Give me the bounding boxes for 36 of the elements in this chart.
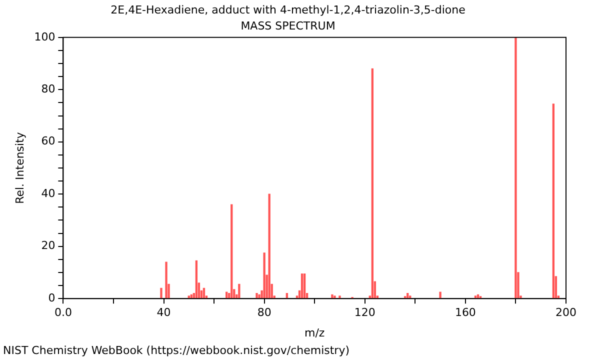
bar <box>338 296 341 298</box>
bar <box>258 294 260 298</box>
bar <box>514 37 517 298</box>
bar <box>226 292 228 298</box>
x-axis-title: m/z <box>304 326 325 340</box>
bar <box>268 194 270 298</box>
chart-title: 2E,4E-Hexadiene, adduct with 4-methyl-1,2,4-triazolin-3,5-dione <box>110 3 466 16</box>
x-tick-label: 120 <box>354 306 376 320</box>
bar <box>552 104 555 298</box>
bar <box>371 68 374 298</box>
bar <box>256 293 258 298</box>
x-tick-label: 160 <box>454 306 476 320</box>
bar <box>238 284 240 298</box>
y-tick-label: 60 <box>41 134 56 148</box>
bar <box>160 288 162 298</box>
y-tick-label: 0 <box>48 291 56 304</box>
x-tick-label: 80 <box>257 306 272 320</box>
y-tick-label: 100 <box>34 30 56 44</box>
x-tick-label: 200 <box>556 306 576 320</box>
y-tick-label: 40 <box>41 186 56 200</box>
bar <box>331 294 334 298</box>
x-tick-label: 40 <box>156 306 171 320</box>
y-tick-label: 20 <box>41 239 56 252</box>
bar <box>303 273 306 298</box>
bar <box>439 292 442 298</box>
bar <box>300 273 304 298</box>
bar <box>165 262 168 298</box>
y-axis-title: Rel. Intensity <box>13 132 26 204</box>
bar <box>263 252 266 298</box>
bar <box>195 260 198 298</box>
bar <box>334 296 336 298</box>
chart-subtitle: MASS SPECTRUM <box>240 20 336 33</box>
y-tick-label: 80 <box>41 82 56 96</box>
text: NIST Chemistry WebBook (https://webbook.nist.gov/chemistry) <box>2 344 350 358</box>
x-tick-label: 0.0 <box>54 306 72 320</box>
bar <box>230 204 233 298</box>
